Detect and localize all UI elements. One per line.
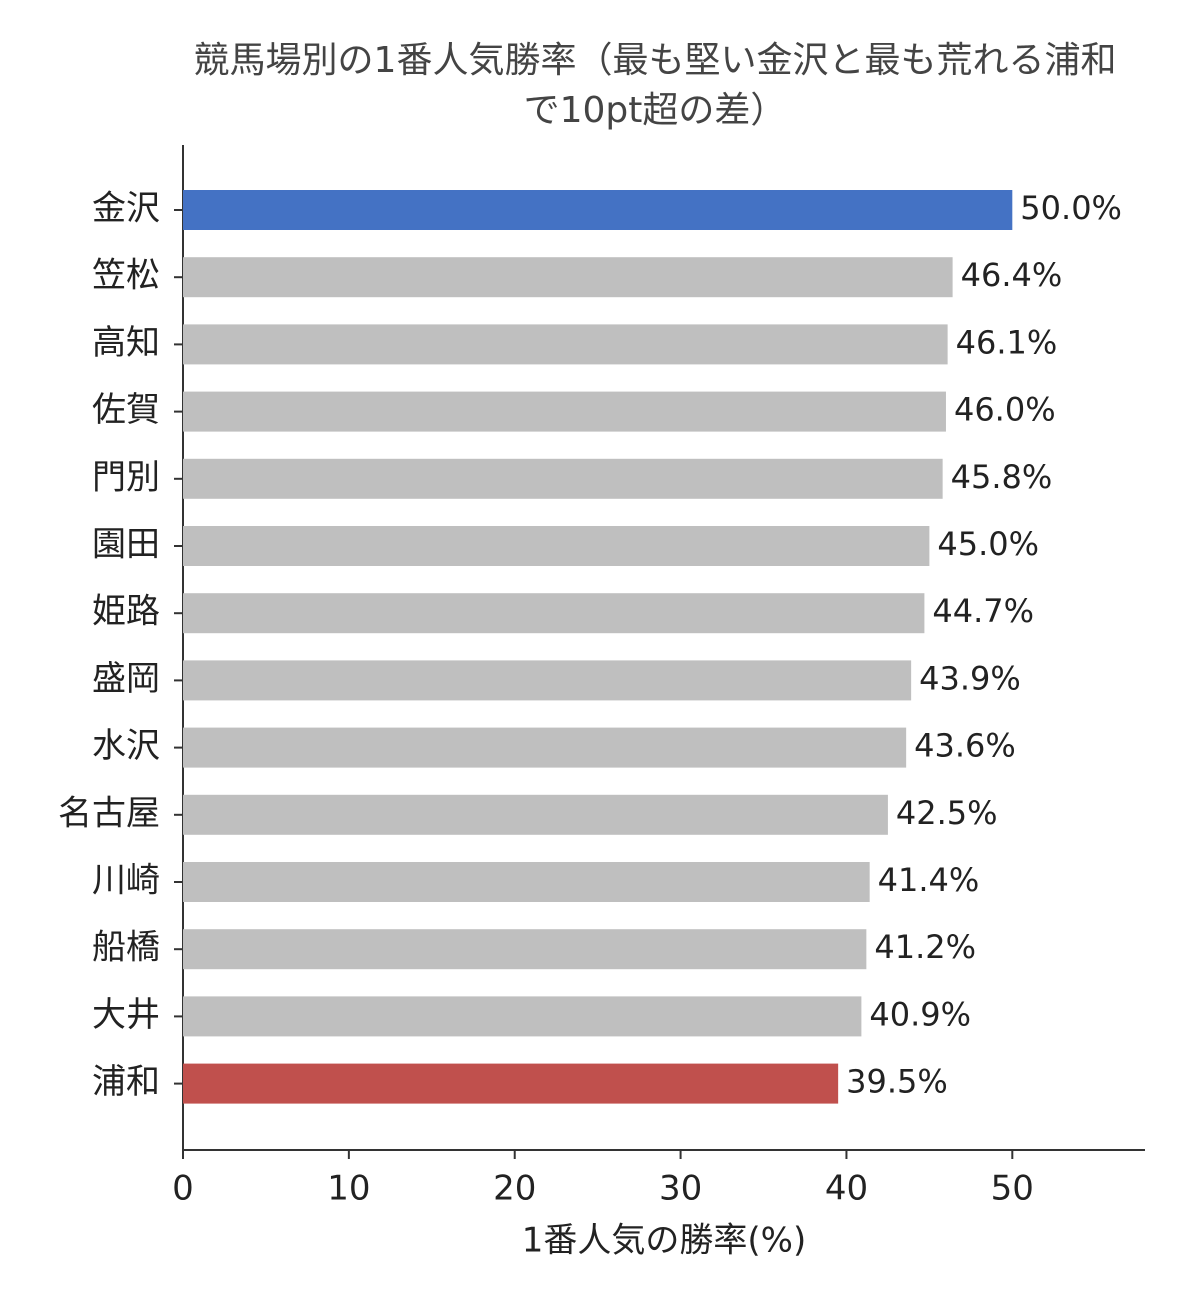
y-tick-label: 浦和 [92,1062,160,1102]
y-tick-label: 名古屋 [58,793,160,833]
value-label: 45.0% [937,525,1039,563]
x-tick-label: 40 [825,1169,868,1209]
y-tick-label: 川崎 [92,861,160,901]
value-label: 44.7% [932,592,1034,630]
bar [183,1063,839,1104]
bar [183,593,925,634]
value-label: 46.0% [954,391,1056,429]
bar [183,257,953,298]
bar [183,526,930,566]
bar [183,996,862,1037]
value-label: 41.2% [874,928,976,966]
x-axis-label: 1番人気の勝率(%) [522,1221,806,1261]
chart-title: で10pt超の差） [524,90,787,131]
bar [183,929,867,970]
value-label: 50.0% [1020,189,1122,227]
x-tick-label: 50 [991,1169,1034,1209]
value-label: 39.5% [846,1063,948,1101]
y-tick-label: 盛岡 [92,659,160,699]
x-tick-label: 30 [659,1169,702,1209]
value-label: 43.9% [919,659,1021,697]
y-tick-label: 水沢 [92,726,160,766]
value-label: 43.6% [914,727,1016,765]
bar [183,794,888,835]
y-tick-label: 園田 [92,525,160,565]
value-label: 40.9% [869,995,971,1033]
x-tick-label: 10 [327,1169,370,1209]
value-label: 46.4% [961,256,1063,294]
value-label: 45.8% [951,458,1053,496]
y-tick-label: 金沢 [92,189,160,229]
bar [183,862,870,902]
y-tick-label: 大井 [92,995,160,1035]
bar [183,660,912,701]
y-tick-label: 門別 [92,457,160,497]
y-tick-label: 笠松 [92,256,160,296]
y-tick-label: 佐賀 [92,390,160,430]
value-label: 41.4% [878,861,980,899]
chart-title: 競馬場別の1番人気勝率（最も堅い金沢と最も荒れる浦和 [194,40,1117,81]
y-tick-label: 船橋 [92,928,160,968]
bar [183,324,948,365]
y-tick-label: 姫路 [92,592,160,632]
bar [183,727,907,768]
y-tick-label: 高知 [92,323,160,363]
value-label: 42.5% [896,794,998,832]
bar [183,391,946,432]
x-tick-label: 0 [172,1169,194,1209]
value-label: 46.1% [956,323,1058,361]
x-tick-label: 20 [493,1169,536,1209]
bar [183,458,943,499]
bar [183,190,1013,230]
